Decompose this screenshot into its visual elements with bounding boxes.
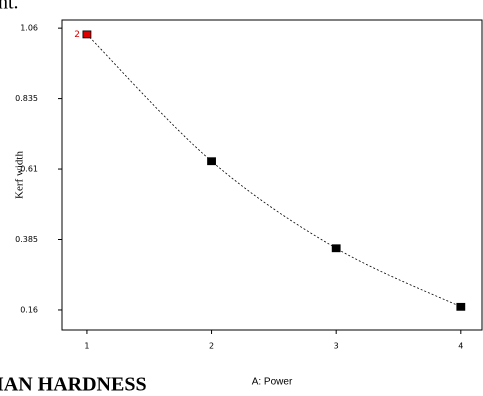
y-tick-label: 0.16 [20,305,38,314]
data-point [331,244,341,253]
x-tick-label: 4 [458,342,463,351]
y-tick-label: 0.385 [15,235,38,244]
y-tick-label: 0.835 [15,94,38,103]
plot-frame [61,19,483,331]
y-tick-label: 0.61 [20,165,38,174]
page-text: nt. [0,0,19,14]
x-axis-label: A: Power [252,377,293,388]
data-point [456,302,466,311]
y-tick-label: 1.06 [20,24,38,33]
data-line [86,34,461,308]
data-point [207,157,216,166]
x-tick-label: 3 [334,342,339,351]
page-text: IAN HARDNESS [0,374,147,396]
y-axis-label: Kerf width [14,151,26,199]
data-point [82,30,92,39]
x-tick-label: 1 [84,342,89,351]
point-label: 2 [74,30,80,40]
x-tick-label: 2 [209,342,214,351]
